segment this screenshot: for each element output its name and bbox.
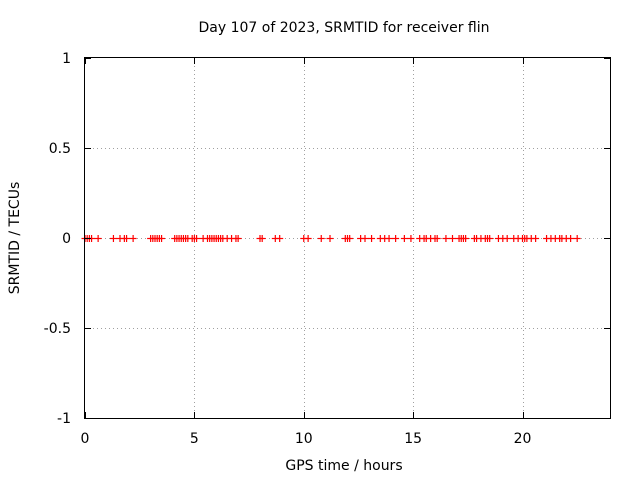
y-tick-label: -0.5 bbox=[44, 321, 71, 337]
y-tick-label: 0 bbox=[62, 231, 71, 247]
data-point bbox=[567, 235, 575, 242]
data-point bbox=[433, 235, 441, 242]
data-point bbox=[326, 235, 334, 242]
data-point bbox=[123, 235, 131, 242]
data-point bbox=[449, 235, 456, 242]
data-point bbox=[503, 235, 511, 242]
data-point bbox=[368, 235, 376, 242]
data-point bbox=[129, 235, 137, 242]
y-tick-label: 1 bbox=[62, 51, 71, 67]
x-tick-label: 5 bbox=[190, 431, 199, 447]
x-tick-label: 20 bbox=[514, 431, 532, 447]
x-tick-label: 0 bbox=[81, 431, 90, 447]
y-tick-label: -1 bbox=[57, 411, 71, 427]
x-tick-label: 10 bbox=[295, 431, 313, 447]
data-point bbox=[317, 235, 325, 242]
data-point bbox=[276, 235, 284, 242]
data-point bbox=[442, 235, 450, 242]
x-tick-label: 15 bbox=[404, 431, 422, 447]
data-point bbox=[158, 235, 166, 242]
data-point bbox=[361, 235, 369, 242]
plot-frame bbox=[84, 57, 611, 419]
data-point bbox=[400, 235, 408, 242]
data-point bbox=[385, 235, 393, 242]
data-point bbox=[573, 235, 581, 242]
data-point bbox=[392, 235, 400, 242]
data-points bbox=[81, 235, 581, 242]
data-point bbox=[486, 235, 494, 242]
data-point bbox=[304, 235, 312, 242]
x-tick-labels: 0 5 10 15 20 bbox=[81, 431, 532, 447]
data-point bbox=[109, 235, 117, 242]
x-axis-label: GPS time / hours bbox=[285, 458, 402, 474]
data-point bbox=[532, 235, 540, 242]
y-tick-label: 0.5 bbox=[49, 141, 71, 157]
data-point bbox=[462, 235, 470, 242]
data-point bbox=[258, 235, 266, 242]
y-axis-label: SRMTID / TECUs bbox=[7, 182, 23, 295]
axis-ticks bbox=[85, 58, 610, 419]
data-point bbox=[193, 235, 201, 242]
data-point bbox=[407, 235, 415, 242]
data-point bbox=[234, 235, 242, 242]
y-tick-labels: -1 -0.5 0 0.5 1 bbox=[44, 51, 71, 427]
data-point bbox=[346, 235, 354, 242]
chart-title: Day 107 of 2023, SRMTID for receiver fli… bbox=[199, 20, 490, 36]
data-point bbox=[94, 235, 102, 242]
